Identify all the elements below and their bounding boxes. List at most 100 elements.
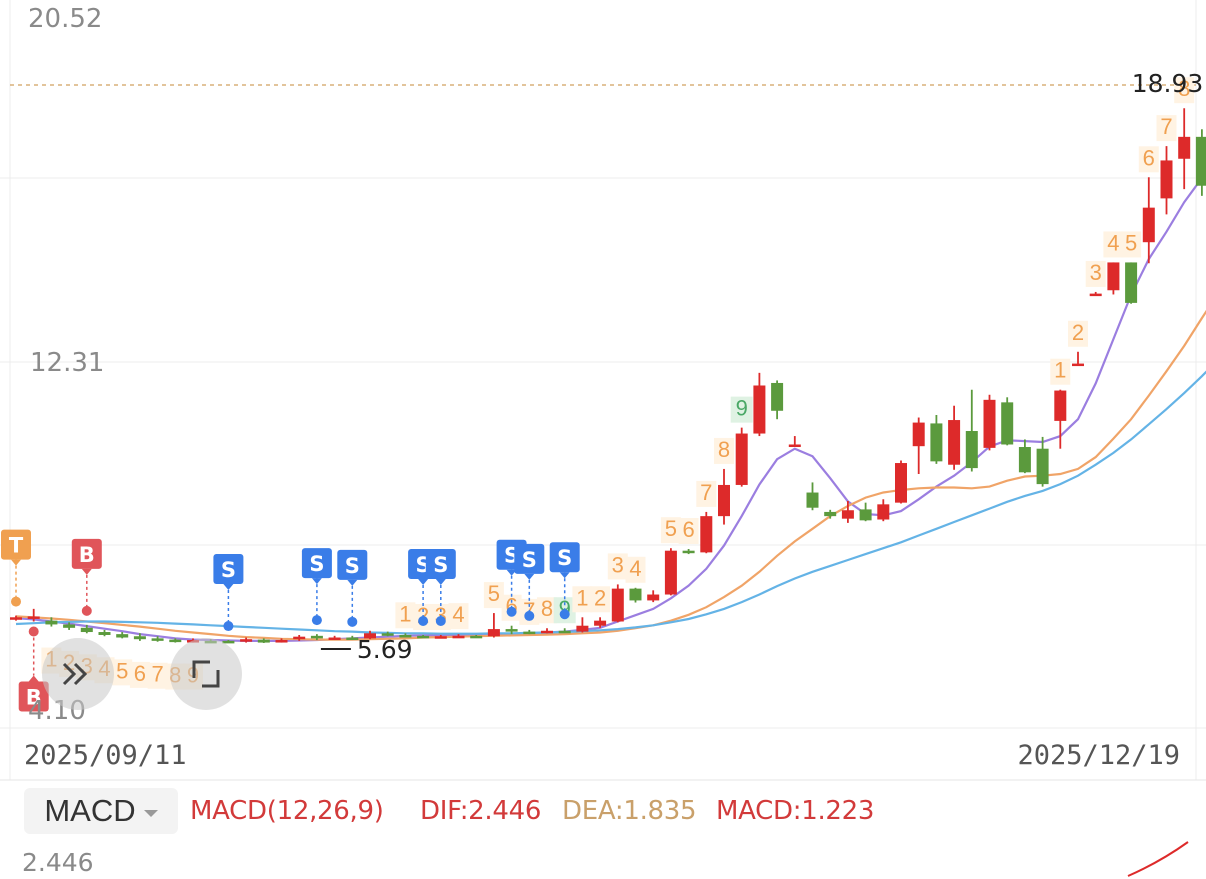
td-count: 1 — [399, 601, 411, 626]
td-count-bg — [395, 602, 416, 629]
td-count: 8 — [718, 437, 730, 462]
td-count-bg — [625, 556, 646, 583]
chart-grid — [0, 0, 1206, 781]
high-marker-label: 18.93 — [1132, 69, 1204, 98]
signal-dot — [435, 615, 446, 626]
signal-pointer — [311, 578, 322, 585]
candle-body — [930, 423, 943, 462]
fullscreen-icon — [192, 660, 220, 688]
td-count-bg — [537, 597, 557, 624]
td-count-bg — [483, 582, 504, 609]
signal-badge — [71, 538, 102, 569]
candle-body — [328, 637, 341, 641]
candle-body — [45, 620, 58, 625]
td-count: 9 — [736, 396, 748, 421]
signal-dot — [347, 616, 358, 627]
candle-body — [948, 420, 961, 465]
candle-body — [133, 636, 146, 640]
candle-body — [116, 634, 129, 638]
signal-badge — [425, 548, 456, 579]
signal-pointer — [418, 578, 429, 585]
td-count-bg — [714, 437, 734, 464]
td-count-bg — [112, 659, 133, 686]
candle-body — [629, 588, 642, 601]
candle-body — [275, 640, 288, 643]
td-count: 6 — [682, 517, 694, 542]
candle-body — [505, 629, 518, 632]
td-count: 5 — [488, 581, 500, 606]
indicator-selector[interactable]: MACD — [24, 788, 178, 834]
td-count-bg — [607, 553, 628, 580]
signal-badge — [213, 554, 244, 585]
candle-body — [771, 382, 784, 411]
candle-body — [487, 629, 500, 637]
fullscreen-button[interactable] — [170, 638, 242, 710]
signal-label: S — [522, 548, 537, 572]
signal-label: S — [221, 558, 236, 582]
candle-body — [1142, 207, 1155, 243]
candle-body — [664, 550, 677, 595]
signal-dot — [506, 606, 517, 617]
candle-body — [364, 633, 376, 639]
signal-badge — [549, 542, 580, 573]
candle-body — [434, 636, 447, 639]
ma-line-ma20 — [15, 370, 1206, 635]
macd-scale-top: 2.446 — [22, 848, 94, 877]
td-count: 6 — [134, 661, 146, 686]
signal-pointer — [28, 675, 39, 682]
td-count: 3 — [612, 552, 624, 577]
candle-body — [594, 620, 607, 626]
td-count: 4 — [1107, 230, 1119, 255]
td-count: 5 — [116, 658, 128, 683]
double-chevron-right-icon — [62, 662, 88, 686]
macd-value: MACD:1.223 — [716, 796, 875, 826]
expand-button[interactable] — [42, 638, 114, 710]
td-count: 7 — [1160, 114, 1172, 139]
td-count-bg — [730, 396, 753, 423]
td-count: 1 — [576, 585, 588, 610]
candle-body — [682, 550, 695, 554]
signal-pointer — [11, 559, 21, 566]
candle-body — [98, 632, 111, 635]
low-marker-label: 5.69 — [357, 635, 413, 664]
candle-body — [257, 639, 270, 643]
signal-pointer — [81, 568, 92, 575]
signal-badge — [514, 543, 545, 574]
td-count-bg — [1156, 115, 1177, 142]
y-axis-max: 20.52 — [28, 4, 103, 34]
macd-curve — [1127, 841, 1189, 877]
candle-body — [877, 504, 890, 520]
signal-pointer — [524, 573, 535, 580]
candle-body — [240, 639, 253, 642]
candle-body — [293, 636, 306, 640]
signal-label: S — [345, 554, 360, 578]
signal-dot — [223, 621, 234, 632]
candle-body — [753, 385, 766, 434]
td-count-bg — [678, 518, 699, 545]
candle-body — [700, 516, 713, 553]
td-count-bg — [1138, 146, 1159, 173]
td-count: 8 — [1178, 76, 1190, 101]
candle-body — [788, 444, 801, 447]
signal-badge — [301, 548, 332, 579]
candle-body — [222, 640, 235, 644]
candle-body — [611, 588, 624, 622]
candle-body — [841, 510, 854, 519]
candle-body — [417, 635, 430, 639]
candle-body — [1178, 136, 1191, 159]
signal-pointer — [506, 569, 517, 576]
signal-badge — [1, 529, 31, 560]
td-count: 3 — [1090, 260, 1102, 285]
signal-markers: T BBS S S S S S S S — [1, 529, 580, 712]
candle-body — [576, 625, 589, 632]
td-count-bg — [590, 586, 611, 613]
signal-dot — [11, 596, 21, 607]
candle-body — [470, 635, 483, 639]
td-count: 1 — [1054, 358, 1066, 383]
td-count-bg — [448, 603, 469, 630]
td-count: 5 — [665, 516, 677, 541]
chevron-down-icon — [143, 809, 158, 817]
candle-body — [1001, 402, 1014, 445]
candle-body — [63, 624, 76, 628]
high-low-markers: 18.93 5.69 — [320, 69, 1204, 664]
